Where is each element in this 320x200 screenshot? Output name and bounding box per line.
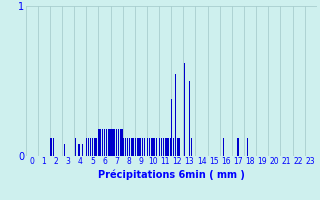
- Bar: [123, 138, 124, 156]
- Bar: [177, 138, 178, 156]
- X-axis label: Précipitations 6min ( mm ): Précipitations 6min ( mm ): [98, 169, 244, 180]
- Bar: [189, 81, 190, 156]
- Bar: [161, 138, 162, 156]
- Bar: [51, 138, 52, 156]
- Bar: [135, 138, 136, 156]
- Bar: [95, 138, 97, 156]
- Bar: [114, 129, 116, 156]
- Bar: [170, 138, 171, 156]
- Bar: [86, 138, 87, 156]
- Bar: [144, 138, 145, 156]
- Bar: [184, 63, 185, 156]
- Bar: [149, 138, 150, 156]
- Bar: [139, 138, 140, 156]
- Bar: [163, 138, 164, 156]
- Bar: [137, 138, 138, 156]
- Bar: [88, 138, 89, 156]
- Bar: [112, 129, 114, 156]
- Bar: [142, 138, 143, 156]
- Bar: [247, 138, 248, 156]
- Bar: [147, 138, 148, 156]
- Bar: [168, 138, 169, 156]
- Bar: [237, 138, 238, 156]
- Bar: [120, 129, 121, 156]
- Bar: [132, 138, 133, 156]
- Bar: [175, 73, 176, 156]
- Bar: [166, 138, 168, 156]
- Bar: [154, 138, 156, 156]
- Bar: [125, 138, 126, 156]
- Bar: [179, 138, 180, 156]
- Bar: [102, 129, 103, 156]
- Bar: [82, 144, 83, 156]
- Bar: [129, 138, 130, 156]
- Bar: [118, 129, 119, 156]
- Bar: [106, 129, 107, 156]
- Bar: [164, 138, 166, 156]
- Bar: [191, 138, 192, 156]
- Bar: [127, 138, 128, 156]
- Bar: [99, 129, 100, 156]
- Bar: [92, 138, 93, 156]
- Bar: [159, 138, 160, 156]
- Bar: [64, 144, 65, 156]
- Bar: [53, 138, 54, 156]
- Bar: [156, 138, 157, 156]
- Bar: [78, 144, 80, 156]
- Bar: [109, 129, 110, 156]
- Bar: [223, 138, 224, 156]
- Bar: [100, 129, 101, 156]
- Bar: [104, 129, 105, 156]
- Bar: [75, 138, 76, 156]
- Bar: [151, 138, 152, 156]
- Bar: [116, 129, 117, 156]
- Bar: [122, 129, 123, 156]
- Bar: [93, 138, 95, 156]
- Bar: [131, 138, 132, 156]
- Bar: [152, 138, 154, 156]
- Bar: [110, 129, 112, 156]
- Bar: [108, 129, 109, 156]
- Bar: [140, 138, 141, 156]
- Bar: [90, 138, 91, 156]
- Bar: [171, 99, 172, 156]
- Bar: [173, 138, 174, 156]
